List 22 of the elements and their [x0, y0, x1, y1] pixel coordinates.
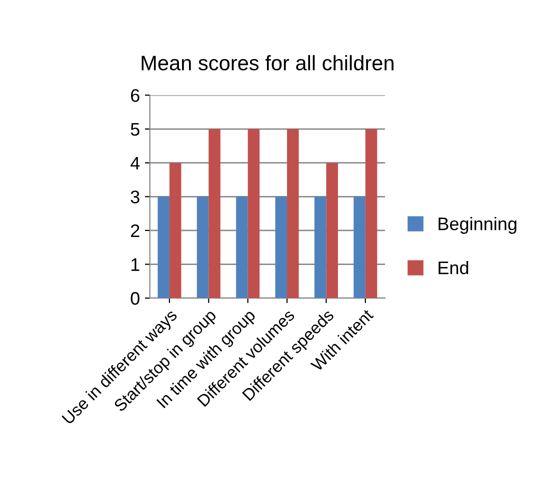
y-tick-label: 2: [131, 224, 140, 237]
bar: [275, 196, 288, 298]
bar: [354, 196, 366, 298]
bar: [248, 129, 260, 298]
y-tick-label: 3: [130, 190, 140, 204]
legend-label: Beginning: [438, 216, 516, 234]
bar: [365, 129, 378, 298]
y-tick-label: 5: [130, 123, 140, 136]
bar: [314, 196, 326, 298]
legend-label: End: [438, 261, 468, 274]
chart-title: Mean scores for all children: [142, 55, 394, 70]
bar: [169, 162, 182, 298]
bar: [236, 196, 248, 298]
y-tick-label: 1: [131, 258, 140, 271]
bar: [208, 129, 220, 298]
bar: [158, 196, 170, 298]
bar: [287, 129, 299, 298]
y-tick-label: 0: [130, 292, 140, 305]
bar: [326, 162, 338, 298]
bar: [196, 196, 209, 298]
y-tick-label: 6: [131, 89, 140, 102]
y-tick-label: 4: [130, 156, 140, 170]
